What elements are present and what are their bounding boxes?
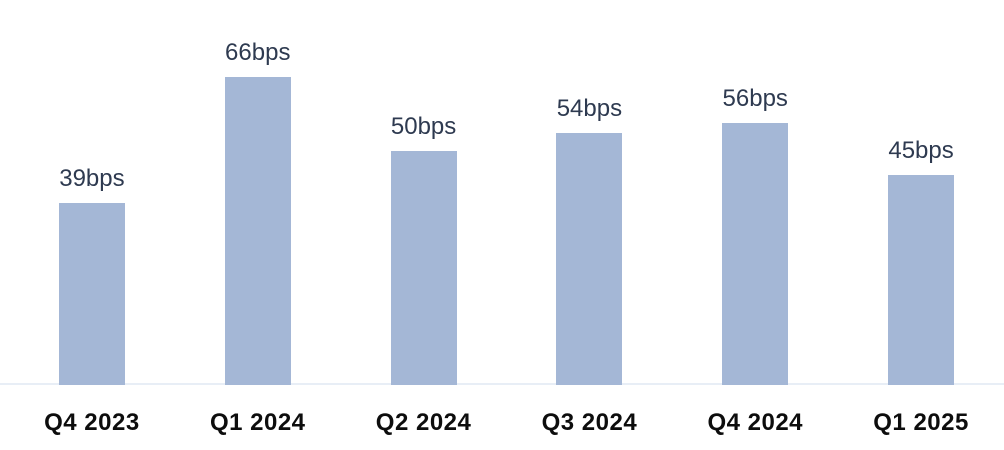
- x-axis-tick-label: Q4 2024: [707, 409, 804, 437]
- x-axis-labels: Q4 2023 Q1 2024 Q2 2024 Q3 2024 Q4 2024 Q1 20…: [9, 409, 1004, 438]
- plot-area: 39bps 66bps 50bps 54bps 56bps 45bps: [9, 0, 1004, 385]
- bar-value-label: 54bps: [556, 95, 623, 122]
- x-axis-tick-label: Q2 2024: [375, 409, 472, 437]
- bar: [58, 203, 125, 385]
- bar-group: 45bps: [838, 0, 1004, 385]
- bar-group: 56bps: [672, 0, 838, 385]
- x-axis-tick-label: Q3 2024: [541, 409, 638, 437]
- bar: [224, 77, 291, 385]
- x-axis-tick: Q4 2024: [672, 409, 838, 438]
- bar-value-label: 56bps: [722, 85, 788, 112]
- bar-group: 66bps: [175, 0, 341, 385]
- x-axis-tick: Q2 2024: [341, 409, 507, 438]
- bar-value-label: 45bps: [888, 137, 954, 164]
- bar-group: 39bps: [9, 0, 175, 385]
- bar-group: 54bps: [506, 0, 672, 385]
- x-axis-tick-label: Q1 2025: [873, 409, 969, 437]
- bar: [888, 175, 955, 385]
- bar-value-label: 66bps: [225, 39, 291, 66]
- bar: [722, 123, 789, 385]
- bar: [556, 133, 623, 385]
- x-axis-tick: Q3 2024: [506, 409, 672, 438]
- x-axis-tick: Q1 2025: [838, 409, 1004, 438]
- bar: [390, 151, 457, 385]
- x-axis-tick-label: Q4 2023: [44, 409, 140, 437]
- x-axis-tick: Q4 2023: [9, 409, 175, 438]
- x-axis-tick: Q1 2024: [175, 409, 341, 438]
- bar-value-label: 50bps: [390, 113, 457, 140]
- bar-value-label: 39bps: [59, 165, 125, 192]
- x-axis-line: [0, 383, 1004, 385]
- bar-group: 50bps: [341, 0, 507, 385]
- x-axis-tick-label: Q1 2024: [209, 409, 306, 437]
